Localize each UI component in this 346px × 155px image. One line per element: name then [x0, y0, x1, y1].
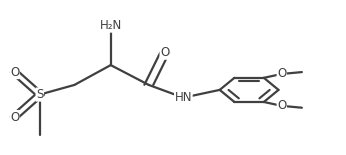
- Text: O: O: [10, 66, 19, 79]
- Text: O: O: [10, 111, 19, 124]
- Text: S: S: [36, 88, 44, 101]
- Text: HN: HN: [175, 91, 192, 104]
- Text: H₂N: H₂N: [100, 19, 122, 32]
- Text: O: O: [277, 67, 286, 80]
- Text: O: O: [160, 46, 169, 59]
- Text: O: O: [277, 99, 286, 112]
